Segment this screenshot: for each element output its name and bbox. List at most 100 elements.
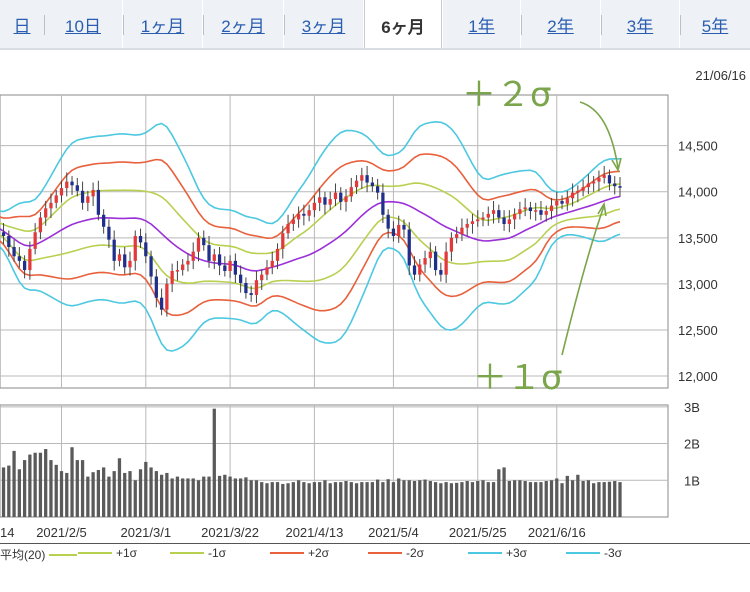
volume-bar: [96, 469, 101, 517]
tab-4[interactable]: 3ヶ月: [284, 0, 363, 48]
volume-bar: [512, 480, 517, 517]
candle-body: [449, 237, 454, 252]
volume-bar: [560, 483, 564, 517]
candle-body: [291, 219, 295, 224]
legend-top-border: [0, 543, 750, 544]
volume-bar: [102, 467, 106, 517]
volume-bar: [412, 481, 417, 517]
volume-bar: [365, 482, 369, 517]
candle-body: [49, 202, 53, 209]
candle-body: [102, 214, 106, 227]
tab-separator: [680, 15, 681, 35]
volume-bar: [59, 471, 64, 517]
volume-bar: [354, 483, 359, 517]
volume-bar: [549, 480, 554, 517]
volume-bar: [470, 482, 475, 517]
volume-bar: [381, 482, 385, 517]
candle-body: [576, 190, 580, 193]
legend-swatch: [368, 552, 402, 554]
volume-bar: [265, 483, 269, 517]
period-tabs: 日 10日 1ヶ月 2ヶ月 3ヶ月 6ヶ月 1年 2年 3年 5年: [0, 0, 750, 50]
candle-body: [460, 227, 464, 235]
tab-2[interactable]: 1ヶ月: [123, 0, 202, 48]
y-tick-label: 12,000: [678, 369, 718, 384]
volume-bar: [502, 467, 506, 517]
y-tick-label: 13,500: [678, 231, 718, 246]
candle-body: [80, 190, 85, 203]
tab-6[interactable]: 1年: [443, 0, 520, 48]
candle-body: [239, 274, 243, 283]
candle-body: [217, 254, 222, 266]
candle-body: [302, 213, 306, 216]
legend-label: -1σ: [208, 546, 227, 560]
volume-bar: [428, 481, 432, 517]
tab-separator: [284, 15, 285, 35]
volume-bar: [165, 472, 169, 517]
tab-7[interactable]: 2年: [521, 0, 600, 48]
volume-bar: [455, 482, 459, 517]
volume-bar: [592, 483, 596, 517]
legend-item: +1σ: [78, 546, 137, 560]
candle-body: [570, 192, 575, 199]
y-tick-label: 14,000: [678, 185, 718, 200]
candle-body: [65, 181, 69, 189]
candle-body: [470, 221, 475, 224]
volume-bar: [244, 477, 248, 517]
volume-bar: [607, 481, 612, 517]
volume-bar: [123, 472, 127, 517]
volume-bar: [370, 482, 374, 517]
band-plus3-line: [0, 120, 620, 225]
candle-body: [534, 210, 538, 212]
candle-body: [397, 224, 401, 236]
candle-body: [112, 239, 116, 261]
y-tick-label: 13,000: [678, 277, 718, 292]
candle-body: [260, 274, 264, 281]
candle-body: [555, 200, 559, 206]
tab-1[interactable]: 10日: [44, 0, 122, 48]
volume-bar: [181, 478, 185, 517]
volume-bar: [539, 482, 543, 517]
legend-item: -3σ: [566, 546, 622, 560]
volume-bar: [223, 474, 227, 517]
volume-bar: [112, 471, 116, 517]
tab-0[interactable]: 日: [0, 0, 44, 48]
volume-bar: [349, 482, 353, 517]
tab-3[interactable]: 2ヶ月: [203, 0, 283, 48]
candle-body: [360, 175, 364, 181]
tab-9[interactable]: 5年: [680, 0, 750, 48]
candle-body: [455, 234, 459, 238]
volume-bar: [323, 480, 327, 517]
volume-bar: [333, 482, 338, 517]
candle-body: [560, 200, 564, 204]
candle-body: [344, 196, 348, 202]
volume-bar: [281, 483, 285, 517]
candle-body: [75, 185, 79, 191]
tab-separator: [123, 15, 124, 35]
candle-body: [191, 251, 195, 261]
volume-bar: [286, 483, 290, 517]
tab-separator: [44, 15, 45, 35]
legend-label: +1σ: [116, 546, 138, 560]
volume-bar: [497, 469, 501, 517]
candle-body: [423, 258, 427, 265]
candle-body: [7, 235, 11, 248]
candle-body: [318, 197, 322, 203]
tab-5[interactable]: 6ヶ月: [364, 0, 442, 50]
candle-body: [265, 267, 269, 275]
volume-tick-label: 1B: [684, 473, 700, 488]
volume-bar: [275, 482, 280, 517]
candle-body: [518, 209, 522, 214]
legend-item: -2σ: [368, 546, 424, 560]
tab-8[interactable]: 3年: [601, 0, 679, 48]
volume-bar: [291, 482, 295, 517]
volume-bar: [339, 482, 343, 517]
x-date-label: 2021/3/1: [120, 525, 171, 540]
legend-swatch: [270, 552, 304, 554]
tab-separator: [203, 15, 204, 35]
x-date-label: 2021/5/25: [449, 525, 507, 540]
volume-bar: [602, 482, 606, 517]
volume-bar: [328, 483, 332, 517]
volume-bar: [296, 480, 301, 517]
tab-separator: [601, 15, 602, 35]
candle-body: [165, 283, 169, 310]
